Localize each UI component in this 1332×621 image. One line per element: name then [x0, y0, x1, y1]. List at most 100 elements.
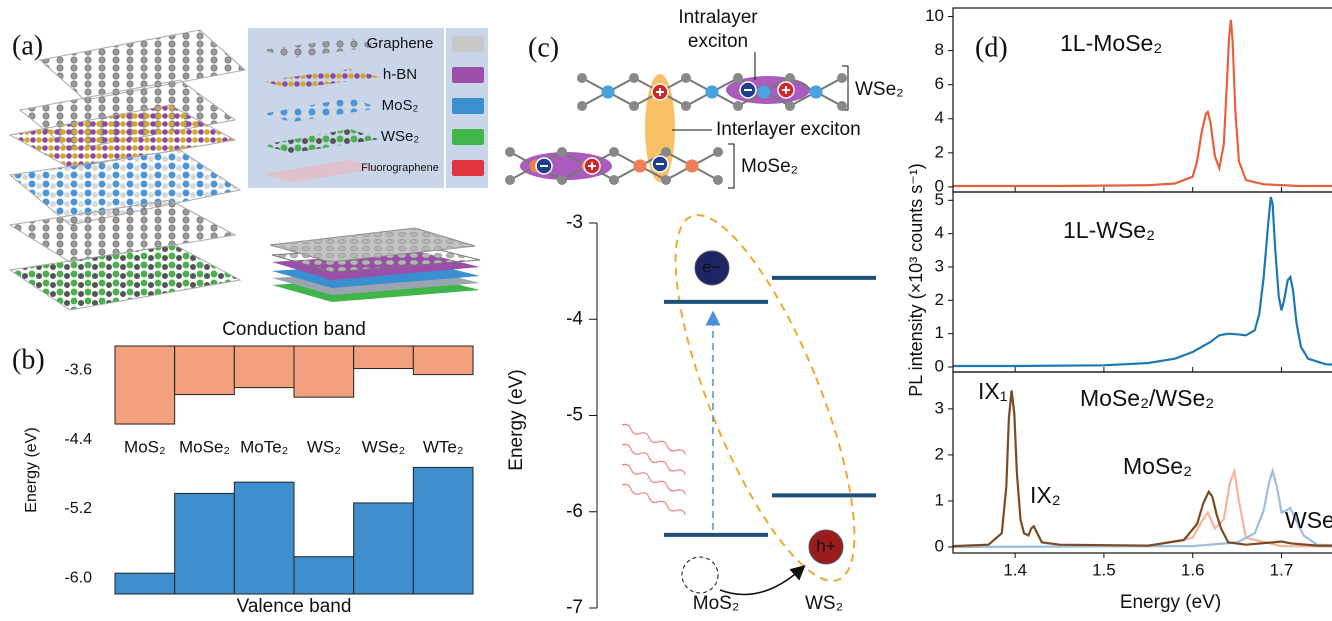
y-tick-label: 6 — [935, 74, 944, 93]
bar — [234, 482, 294, 594]
brick — [452, 160, 484, 176]
layer-label: h-BN — [383, 66, 417, 83]
y-tick-label: 0 — [935, 356, 944, 375]
bar — [234, 346, 294, 388]
annotation: Intralayer — [678, 7, 758, 28]
brick — [452, 67, 484, 83]
brick — [452, 36, 484, 52]
atom — [634, 160, 647, 173]
panel-label: (a) — [12, 30, 43, 61]
atom — [609, 175, 619, 185]
atom — [706, 86, 719, 99]
category-label: WTe₂ — [423, 437, 464, 456]
atom — [733, 73, 743, 83]
energy-diagram-art — [621, 196, 889, 601]
atom — [577, 101, 587, 111]
carrier-label: e− — [702, 257, 721, 276]
y-tick-label: 10 — [925, 6, 944, 25]
bar — [115, 346, 175, 424]
bar — [413, 467, 473, 594]
category-label: MoTe₂ — [240, 437, 288, 456]
atom — [629, 101, 639, 111]
y-tick-label: 4 — [935, 223, 944, 242]
atom — [837, 101, 847, 111]
y-tick-label: 1 — [935, 490, 944, 509]
atom — [629, 73, 639, 83]
annotation: MoSe₂ — [1123, 453, 1192, 479]
brick — [452, 98, 484, 114]
carrier-label: h+ — [816, 536, 835, 555]
photons — [621, 423, 687, 517]
layer-label: MoSe₂ — [741, 156, 798, 177]
interlayer-ellipse — [641, 196, 890, 601]
panel-title: MoSe₂/WSe₂ — [1080, 385, 1214, 411]
atom — [681, 101, 691, 111]
y-tick-label: 8 — [935, 40, 944, 59]
atom — [713, 147, 723, 157]
panel-title: 1L-WSe₂ — [1063, 217, 1155, 243]
y-tick-label: 0 — [935, 536, 944, 555]
bar — [175, 346, 235, 395]
x-tick-label: 1.7 — [1270, 560, 1294, 579]
y-axis-label: Energy (eV) — [23, 427, 40, 512]
y-tick-label: 3 — [935, 256, 944, 275]
panel-label: (d) — [975, 32, 1008, 63]
decoration — [621, 483, 687, 517]
series-label: Conduction band — [222, 319, 366, 340]
atom — [733, 101, 743, 111]
bar — [354, 503, 414, 594]
bar — [413, 346, 473, 375]
layer-label: WSe₂ — [855, 79, 904, 100]
atom — [577, 73, 587, 83]
page: (a)Grapheneh-BNMoS₂WSe₂Fluorographene(b)… — [0, 0, 1332, 621]
atom — [602, 86, 615, 99]
figure: (a)Grapheneh-BNMoS₂WSe₂Fluorographene(b)… — [0, 0, 1332, 621]
annotation: IX₂ — [1030, 482, 1061, 508]
bar — [175, 493, 235, 594]
layer-label: WSe₂ — [381, 128, 420, 145]
y-axis-label: Energy (eV) — [506, 369, 527, 470]
layer-label: MoS₂ — [382, 97, 419, 114]
bracket — [728, 144, 734, 188]
atom — [681, 73, 691, 83]
decoration — [621, 443, 687, 477]
hole-vacancy — [682, 557, 718, 593]
y-tick-label: -4.4 — [64, 431, 92, 448]
x-tick-label: 1.6 — [1181, 560, 1205, 579]
transfer-arrow — [720, 570, 800, 595]
wse2-layer — [10, 245, 240, 310]
bar — [294, 557, 354, 594]
atom — [557, 175, 567, 185]
y-tick-label: 5 — [935, 190, 944, 209]
spectrum — [953, 471, 1332, 547]
atom — [785, 101, 795, 111]
category-label: MoS₂ — [693, 593, 739, 614]
atom — [686, 160, 699, 173]
x-tick-label: 1.5 — [1092, 560, 1116, 579]
atom — [505, 147, 515, 157]
y-tick-label: -5 — [566, 405, 583, 426]
atom — [758, 86, 771, 99]
y-tick-label: -5.2 — [64, 500, 92, 517]
panel-label: (b) — [12, 344, 45, 375]
layer-label: Fluorographene — [361, 162, 439, 174]
category-label: WSe₂ — [362, 437, 405, 456]
decoration — [621, 463, 687, 497]
category-label: WS₂ — [805, 593, 843, 614]
y-tick-label: 2 — [935, 290, 944, 309]
y-tick-label: -3.6 — [64, 361, 92, 378]
atom — [505, 175, 515, 185]
annotation: Interlayer exciton — [716, 119, 861, 140]
annotation: WSe₂ — [1285, 507, 1332, 533]
y-tick-label: -3 — [566, 212, 583, 233]
layer-stack — [10, 30, 245, 310]
brick — [452, 129, 484, 145]
atom — [810, 86, 823, 99]
atom — [837, 73, 847, 83]
bar — [354, 346, 414, 369]
panel-title: 1L-MoSe₂ — [1060, 30, 1162, 56]
y-tick-label: -6.0 — [64, 570, 92, 587]
y-tick-label: 2 — [935, 444, 944, 463]
x-tick-label: 1.4 — [1003, 560, 1027, 579]
annotation: exciton — [688, 31, 748, 52]
